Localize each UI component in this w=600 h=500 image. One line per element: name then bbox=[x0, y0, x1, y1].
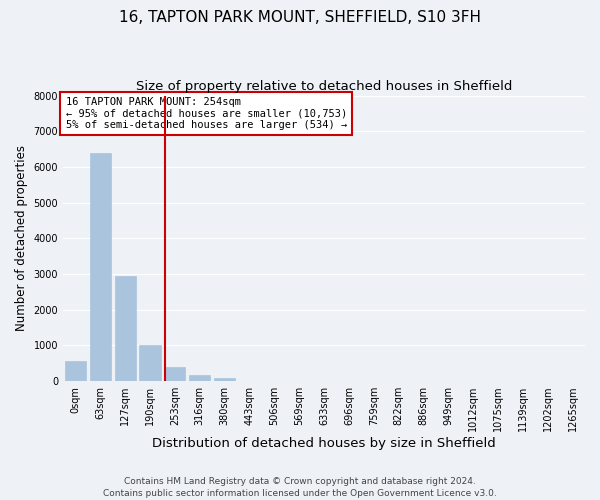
Text: Contains HM Land Registry data © Crown copyright and database right 2024.
Contai: Contains HM Land Registry data © Crown c… bbox=[103, 476, 497, 498]
Bar bbox=[65, 361, 86, 381]
Text: 16, TAPTON PARK MOUNT, SHEFFIELD, S10 3FH: 16, TAPTON PARK MOUNT, SHEFFIELD, S10 3F… bbox=[119, 10, 481, 25]
Y-axis label: Number of detached properties: Number of detached properties bbox=[15, 146, 28, 332]
X-axis label: Distribution of detached houses by size in Sheffield: Distribution of detached houses by size … bbox=[152, 437, 496, 450]
Bar bbox=[164, 367, 185, 381]
Text: 16 TAPTON PARK MOUNT: 254sqm
← 95% of detached houses are smaller (10,753)
5% of: 16 TAPTON PARK MOUNT: 254sqm ← 95% of de… bbox=[65, 97, 347, 130]
Bar bbox=[139, 345, 161, 381]
Bar bbox=[214, 378, 235, 381]
Bar bbox=[189, 375, 211, 381]
Bar bbox=[115, 276, 136, 381]
Bar bbox=[90, 152, 111, 381]
Title: Size of property relative to detached houses in Sheffield: Size of property relative to detached ho… bbox=[136, 80, 512, 93]
